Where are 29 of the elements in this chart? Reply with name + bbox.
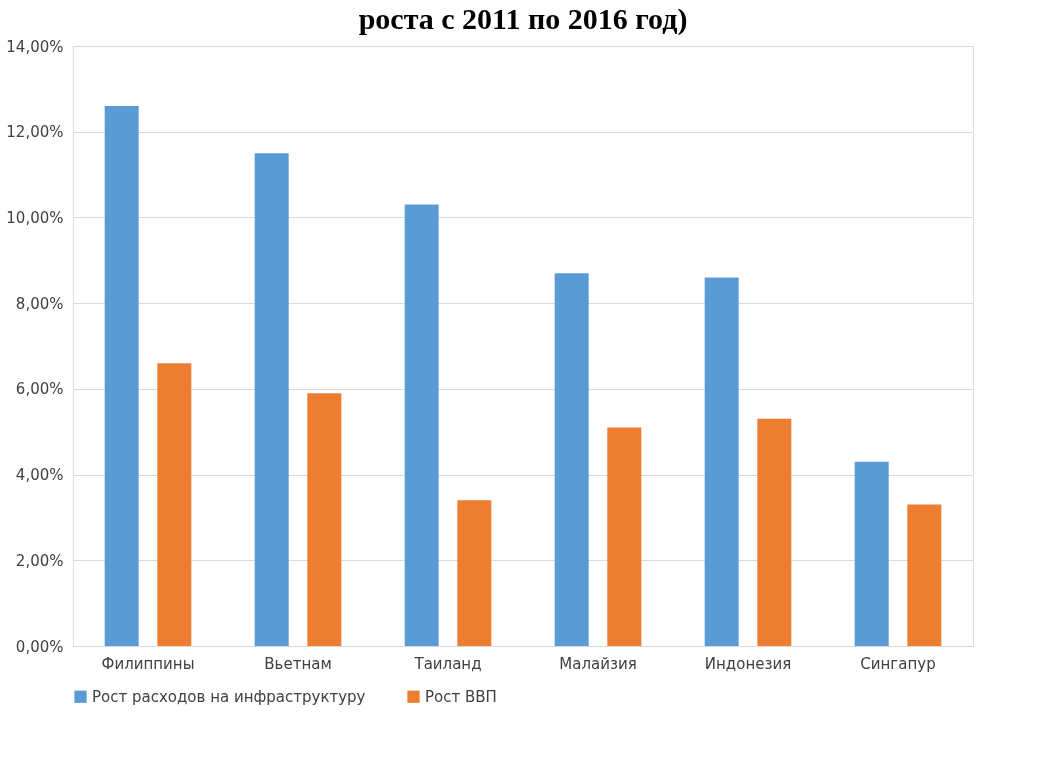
- bar: [254, 153, 289, 646]
- bar: [554, 273, 589, 646]
- y-tick-label: 6,00%: [15, 380, 64, 399]
- bar: [157, 363, 192, 646]
- bar: [404, 204, 439, 646]
- legend-label: Рост расходов на инфраструктуру: [92, 687, 366, 706]
- bar: [704, 277, 739, 646]
- bar: [307, 393, 342, 646]
- x-tick-label: Малайзия: [559, 654, 637, 673]
- y-tick-label: 10,00%: [6, 208, 64, 227]
- y-tick-label: 12,00%: [6, 123, 64, 142]
- y-tick-label: 8,00%: [15, 294, 64, 313]
- y-tick-label: 0,00%: [15, 637, 64, 656]
- bar: [757, 418, 792, 646]
- bar: [907, 504, 942, 646]
- x-tick-label: Индонезия: [704, 654, 792, 673]
- x-tick-label: Вьетнам: [264, 654, 332, 673]
- bar: [854, 461, 889, 646]
- bar: [104, 106, 139, 646]
- x-tick-label: Филиппины: [101, 654, 195, 673]
- x-tick-label: Сингапур: [860, 654, 936, 673]
- bar: [457, 500, 492, 646]
- chart-title: роста с 2011 по 2016 год): [358, 2, 688, 36]
- y-tick-label: 14,00%: [6, 37, 64, 56]
- legend-label: Рост ВВП: [425, 687, 497, 706]
- bar: [607, 427, 642, 646]
- x-tick-label: Таиланд: [413, 654, 482, 673]
- y-tick-label: 2,00%: [15, 551, 64, 570]
- y-tick-label: 4,00%: [15, 466, 64, 485]
